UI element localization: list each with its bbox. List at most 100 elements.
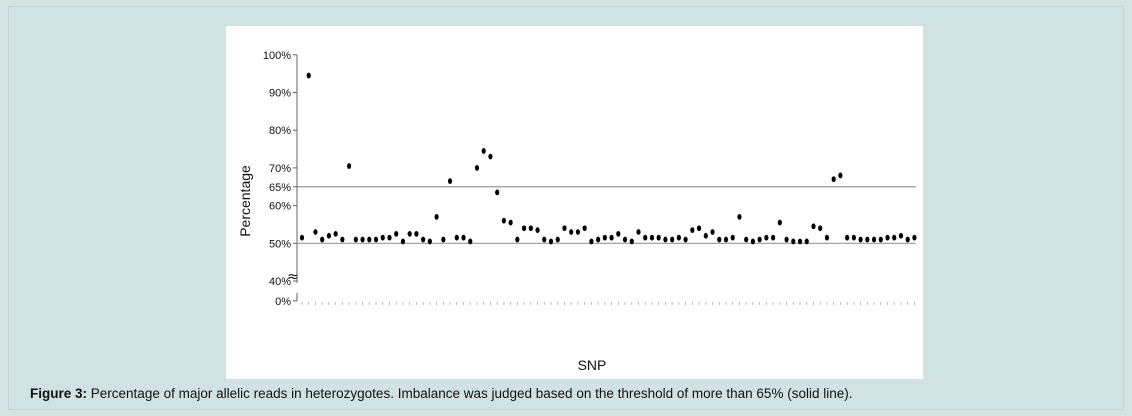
data-point	[898, 232, 904, 239]
data-point	[845, 234, 850, 241]
data-point	[885, 234, 890, 241]
data-point	[730, 234, 735, 241]
caption-text: Percentage of major allelic reads in het…	[90, 386, 853, 401]
data-point	[703, 232, 708, 239]
data-point	[784, 236, 789, 243]
data-point	[757, 236, 762, 243]
data-point	[326, 232, 332, 239]
data-point	[447, 178, 453, 184]
data-point	[602, 234, 607, 241]
y-tick-label: 40%	[269, 276, 291, 288]
data-point	[528, 225, 533, 232]
data-point	[461, 234, 466, 241]
data-point	[347, 163, 352, 169]
reference-lines	[297, 186, 916, 244]
data-point	[771, 234, 776, 241]
y-tick-label: 50%	[269, 238, 291, 250]
data-point	[912, 234, 917, 241]
axis-break-mark: ≈	[287, 269, 299, 285]
data-point	[616, 230, 621, 237]
data-point	[818, 225, 823, 232]
x-axis-ticks	[301, 302, 915, 305]
data-point	[609, 234, 614, 241]
data-point	[454, 234, 459, 241]
scatter-chart: 100% 90% 80% 70% 65% 60% 50% 40% 0% SNP Percenta…	[237, 50, 917, 373]
caption-label: Figure 3:	[30, 386, 88, 401]
figure-frame: 100% 90% 80% 70% 65% 60% 50% 40% 0% SNP Percenta…	[8, 6, 1124, 410]
data-point	[582, 225, 587, 232]
data-point	[811, 223, 816, 230]
data-point	[542, 236, 547, 243]
data-point	[515, 236, 520, 243]
data-point	[575, 229, 581, 235]
y-tick-label: 70%	[269, 163, 291, 175]
data-point	[414, 230, 419, 237]
data-point	[569, 229, 574, 235]
data-point	[360, 236, 365, 243]
data-point	[474, 165, 480, 171]
data-point	[663, 236, 668, 243]
data-point	[723, 236, 729, 243]
data-point	[683, 236, 688, 243]
data-point	[636, 229, 641, 235]
data-point	[791, 238, 796, 245]
data-point	[468, 238, 473, 245]
data-point	[622, 236, 628, 243]
data-point	[589, 238, 594, 245]
y-axis-ticks: 100% 90% 80% 70% 65% 60% 50% 40% 0%	[263, 50, 297, 308]
data-point	[764, 234, 769, 241]
data-point	[710, 229, 715, 235]
data-points	[299, 72, 917, 245]
data-point	[535, 227, 540, 234]
data-point	[367, 236, 372, 243]
y-axis-label: Percentage	[237, 165, 253, 237]
data-point	[400, 238, 406, 245]
data-point	[434, 214, 439, 220]
chart-panel: 100% 90% 80% 70% 65% 60% 50% 40% 0% SNP Percenta…	[226, 26, 923, 379]
data-point	[824, 234, 830, 241]
data-point	[865, 236, 870, 243]
data-point	[696, 225, 702, 232]
y-tick-label: 100%	[263, 50, 291, 62]
x-axis-label: SNP	[578, 357, 607, 373]
data-point	[353, 236, 358, 243]
data-point	[905, 236, 910, 243]
data-point	[441, 236, 446, 243]
data-point	[871, 236, 877, 243]
data-point	[427, 238, 432, 245]
data-point	[649, 234, 655, 241]
data-point	[851, 234, 856, 241]
data-point	[306, 72, 311, 79]
data-point	[562, 225, 567, 232]
data-point	[878, 236, 883, 243]
y-tick-label: 60%	[269, 201, 291, 213]
data-point	[380, 234, 385, 241]
data-point	[548, 238, 554, 245]
y-tick-label: 90%	[269, 88, 291, 100]
data-point	[421, 236, 426, 243]
data-point	[717, 236, 722, 243]
data-point	[373, 236, 379, 243]
data-point	[508, 219, 513, 226]
data-point	[737, 214, 742, 220]
data-point	[407, 230, 412, 237]
data-point	[670, 236, 675, 243]
data-point	[501, 217, 506, 224]
y-tick-label: 80%	[269, 125, 291, 137]
data-point	[313, 229, 318, 235]
data-point	[831, 176, 836, 183]
data-point	[320, 236, 325, 243]
data-point	[804, 238, 809, 245]
data-point	[629, 238, 634, 245]
y-tick-label: 0%	[275, 296, 291, 308]
data-point	[488, 153, 493, 160]
data-point	[690, 227, 695, 234]
data-point	[596, 236, 601, 243]
data-point	[797, 238, 803, 245]
data-point	[387, 234, 392, 241]
data-point	[777, 219, 782, 226]
y-tick-label: 65%	[269, 182, 291, 194]
data-point	[521, 225, 527, 232]
data-point	[333, 230, 338, 237]
data-point	[656, 234, 661, 241]
